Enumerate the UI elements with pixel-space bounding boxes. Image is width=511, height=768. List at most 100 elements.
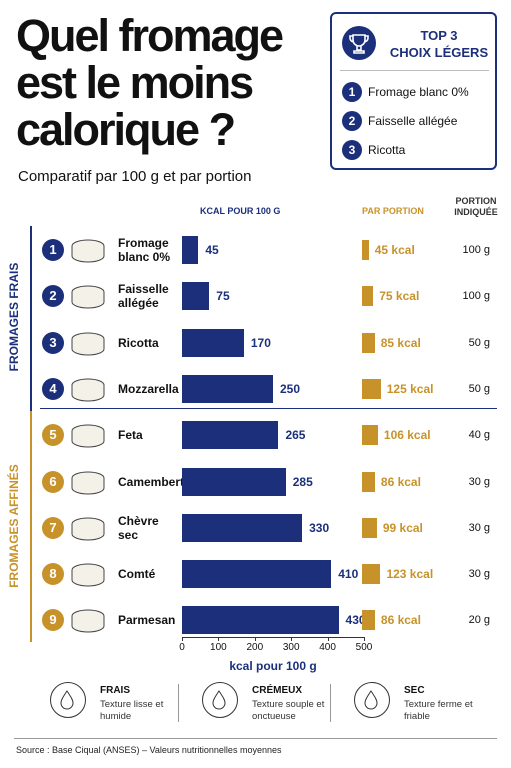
cheese-icon — [68, 419, 108, 451]
portion-bar — [362, 332, 375, 353]
value-label: 410 — [338, 567, 359, 582]
cheese-icon — [68, 558, 108, 590]
portion-size: 20 g — [468, 614, 490, 627]
legend-drawing — [60, 690, 74, 710]
category-label: Camembert — [118, 474, 185, 489]
value-label: 430 — [345, 613, 366, 628]
portion-size: 50 g — [468, 382, 490, 395]
cheese-drawing — [71, 332, 105, 356]
portion-size: 40 g — [468, 429, 490, 442]
bar — [182, 282, 210, 311]
portion-label: 99 kcal — [382, 520, 423, 535]
trophy-icon — [342, 26, 376, 60]
portion-label: 86 kcal — [380, 474, 421, 489]
bar — [182, 328, 244, 357]
trophy — [349, 34, 369, 54]
value-label: 250 — [280, 381, 301, 396]
category-label: Mozzarella — [118, 381, 179, 396]
group-bar — [30, 411, 32, 643]
portion-label: 106 kcal — [383, 428, 431, 443]
x-tick-label: 500 — [355, 642, 373, 653]
tick-mark — [327, 637, 329, 641]
cheese-icon — [68, 604, 108, 636]
portion-size: 50 g — [468, 336, 490, 349]
portion-label: 85 kcal — [380, 335, 421, 350]
value-label: 170 — [250, 335, 271, 350]
portion-bar — [362, 240, 369, 260]
category-label: Comté — [118, 567, 156, 582]
group-bar — [30, 226, 32, 411]
group-label: FROMAGES FRAIS — [7, 263, 21, 372]
portion-bar — [362, 425, 378, 446]
top3-item: Faisselle allégée — [368, 114, 458, 128]
x-tick-label: 300 — [282, 642, 300, 653]
bar — [182, 236, 199, 264]
column-header: KCAL POUR 100 G — [200, 206, 281, 216]
cheese-icon — [68, 512, 108, 544]
portion-bar — [362, 471, 375, 492]
tick-mark — [291, 637, 293, 641]
portion-bar — [362, 286, 374, 307]
cheese-icon — [68, 327, 108, 359]
subtitle: Comparatif par 100 g et par portion — [18, 168, 252, 185]
legend-drawing — [212, 690, 226, 710]
cheese-drawing — [71, 424, 105, 448]
legend-text: Texture ferme et friable — [404, 699, 473, 722]
legend-icon — [354, 682, 390, 718]
rank-badge: 9 — [42, 609, 64, 632]
source: Source : Base Ciqual (ANSES) – Valeurs n… — [16, 745, 282, 755]
category-label: Parmesan — [118, 613, 176, 628]
rank-badge: 8 — [42, 563, 64, 586]
portion-size: 30 g — [468, 521, 490, 534]
top3-rank: 3 — [342, 140, 362, 160]
portion-size: 100 g — [462, 244, 490, 256]
portion-label: 125 kcal — [386, 381, 434, 396]
bar — [182, 513, 303, 542]
category-label: Faisselle allégée — [118, 282, 169, 311]
portion-label: 45 kcal — [374, 243, 415, 257]
category-label: Feta — [118, 428, 143, 443]
legend-title: SEC — [404, 685, 425, 696]
rank-badge: 6 — [42, 470, 64, 493]
value-label: 45 — [205, 243, 219, 257]
tick-mark — [364, 637, 365, 641]
cheese-icon — [68, 280, 108, 312]
value-label: 330 — [309, 520, 330, 535]
rank-badge: 2 — [42, 285, 64, 308]
top3-rank: 1 — [342, 82, 362, 102]
legend-title: CRÉMEUX — [252, 685, 303, 696]
cheese-drawing — [71, 285, 105, 309]
cheese-drawing — [71, 471, 105, 494]
category-label: Chèvre sec — [118, 513, 159, 542]
cheese-drawing — [71, 609, 105, 633]
portion-bar — [362, 610, 375, 631]
cheese-drawing — [71, 239, 105, 263]
legend-divider — [330, 684, 331, 722]
portion-size: 30 g — [468, 568, 490, 581]
portion-size: 30 g — [468, 475, 490, 488]
rank-badge: 5 — [42, 424, 64, 447]
cheese-drawing — [71, 517, 105, 541]
legend-divider — [178, 684, 179, 722]
legend-drawing — [364, 690, 378, 710]
portion-bar — [362, 564, 381, 585]
portion-label: 123 kcal — [386, 567, 434, 582]
top3-box: TOP 3 CHOIX LÉGERS 1 Fromage blanc 0% 2 Fai… — [330, 12, 497, 170]
legend-icon — [50, 682, 86, 718]
rank-badge: 3 — [42, 331, 64, 354]
category-label: Fromage blanc 0% — [118, 236, 171, 264]
value-label: 285 — [292, 474, 313, 489]
legend-text: Texture souple et onctueuse — [252, 699, 325, 722]
top3-title: TOP 3 — [420, 28, 458, 43]
column-header: PAR PORTION — [362, 206, 424, 216]
group-label: FROMAGES AFFINÉS — [7, 464, 21, 588]
portion-bar — [362, 378, 381, 399]
bar — [182, 374, 273, 403]
group-separator — [40, 408, 497, 410]
x-tick-label: 200 — [246, 642, 264, 653]
legend-title: FRAIS — [100, 685, 130, 696]
axis-line — [182, 637, 364, 638]
top3-rank: 2 — [342, 111, 362, 131]
top3-subtitle: CHOIX LÉGERS — [389, 45, 489, 60]
